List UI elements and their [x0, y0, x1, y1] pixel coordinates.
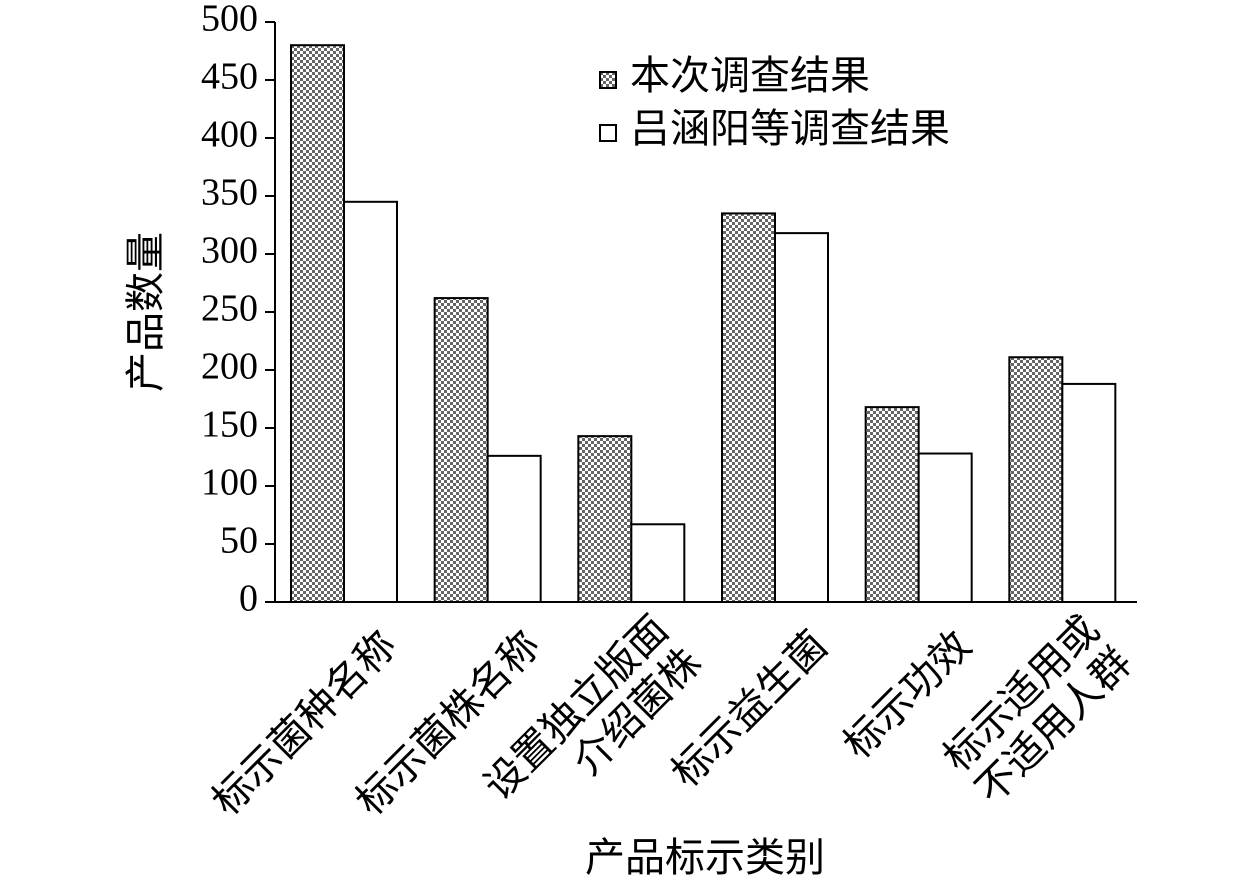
y-tick-label: 50 — [220, 520, 258, 562]
legend-label: 吕涵阳等调查结果 — [630, 106, 950, 151]
x-tick-label: 标示益生菌 — [663, 622, 836, 795]
bar — [486, 454, 542, 603]
bar — [774, 232, 829, 603]
y-tick-label: 500 — [201, 0, 258, 40]
bar — [1008, 356, 1064, 603]
y-tick-label: 400 — [201, 114, 258, 156]
y-tick-label: 250 — [201, 288, 258, 330]
x-tick-label: 标示适用或不适用人群 — [935, 607, 1141, 813]
bar — [864, 406, 920, 603]
y-axis-title: 产品数量 — [123, 232, 168, 392]
x-axis-title: 产品标示类别 — [585, 835, 825, 880]
bar — [290, 44, 345, 603]
y-tick-label: 0 — [239, 578, 258, 620]
bar — [343, 200, 398, 604]
bar — [577, 435, 633, 603]
bar — [1061, 382, 1117, 604]
legend-swatch — [599, 71, 617, 89]
y-tick-label: 300 — [201, 230, 258, 272]
y-tick-label: 200 — [201, 346, 258, 388]
y-tick-label: 450 — [201, 56, 258, 98]
y-tick-label: 350 — [201, 172, 258, 214]
bar — [917, 452, 973, 603]
bar — [433, 297, 489, 603]
y-tick-label: 150 — [201, 404, 258, 446]
bar — [630, 523, 686, 604]
legend-swatch — [599, 124, 617, 142]
legend-label: 本次调查结果 — [630, 53, 870, 98]
bar — [721, 212, 776, 603]
y-tick-label: 100 — [201, 462, 258, 504]
